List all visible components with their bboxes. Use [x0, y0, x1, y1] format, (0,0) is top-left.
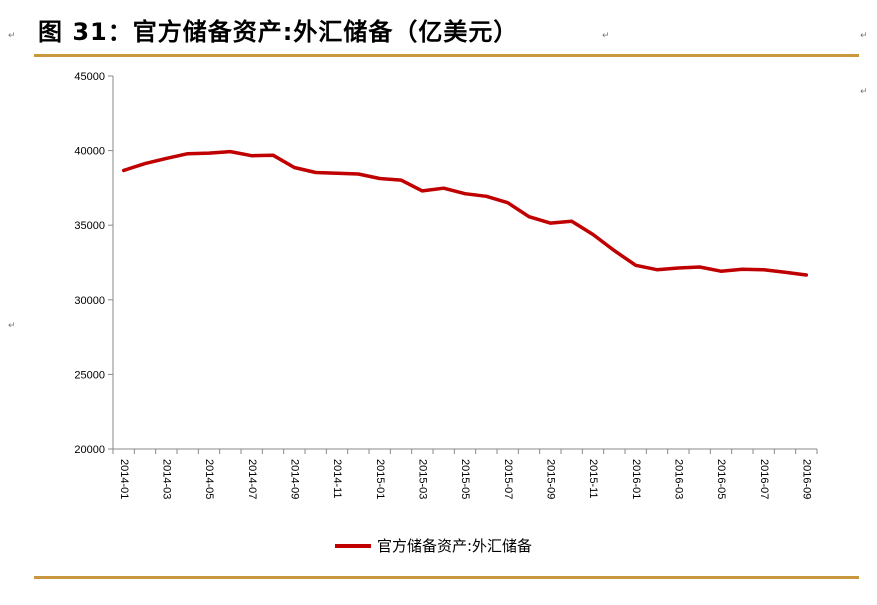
- x-tick-label: 2014-05: [203, 459, 215, 499]
- data-point: [122, 168, 126, 172]
- x-tick-label: 2014-01: [118, 459, 130, 499]
- x-tick-label: 2015-11: [587, 459, 599, 499]
- figure-title: 图 31：官方储备资产:外汇储备（亿美元）: [38, 18, 519, 46]
- data-point: [250, 154, 254, 158]
- x-tick-label: 2015-01: [374, 459, 386, 499]
- data-point: [292, 165, 296, 169]
- x-tick-label: 2016-05: [715, 459, 727, 499]
- legend: 官方储备资产:外汇储备: [335, 535, 532, 556]
- x-tick-label: 2016-07: [758, 459, 770, 499]
- data-point: [591, 232, 595, 236]
- data-point: [420, 189, 424, 193]
- y-tick-label: 35000: [74, 220, 105, 232]
- series-line-0: [121, 149, 809, 277]
- return-mark: ↵: [860, 31, 868, 41]
- data-point: [356, 172, 360, 176]
- y-tick-label: 45000: [74, 71, 105, 83]
- x-tick-label: 2014-11: [331, 459, 343, 499]
- return-mark: ↵: [602, 31, 610, 41]
- data-point: [228, 150, 232, 154]
- return-mark: ↵: [8, 31, 16, 41]
- data-point: [783, 270, 787, 274]
- data-point: [719, 269, 723, 273]
- x-tick-label: 2016-03: [672, 459, 684, 499]
- data-point: [164, 156, 168, 160]
- data-point: [399, 178, 403, 182]
- data-point: [612, 249, 616, 253]
- legend-swatch: [335, 543, 371, 548]
- data-point: [143, 162, 147, 166]
- data-point: [698, 265, 702, 269]
- data-point: [527, 215, 531, 219]
- data-point: [570, 219, 574, 223]
- top-rule: [34, 54, 859, 57]
- data-point: [271, 153, 275, 157]
- data-point: [186, 152, 190, 156]
- return-mark: ↵: [860, 87, 868, 97]
- y-tick-label: 20000: [74, 444, 105, 456]
- data-point: [634, 263, 638, 267]
- bottom-rule: [34, 576, 859, 579]
- x-tick-label: 2016-09: [800, 459, 812, 499]
- data-point: [484, 194, 488, 198]
- x-axis: 2014-01 2014-03 2014-05 2014-07 2014-09 2014-…: [112, 448, 818, 499]
- data-point: [762, 268, 766, 272]
- data-point: [335, 171, 339, 175]
- x-tick-label: 2015-05: [459, 459, 471, 499]
- legend-label: 官方储备资产:外汇储备: [377, 537, 533, 555]
- data-point: [442, 186, 446, 190]
- data-point: [378, 177, 382, 181]
- x-tick-label: 2014-07: [246, 459, 258, 499]
- data-point: [314, 171, 318, 175]
- y-tick-label: 25000: [74, 369, 105, 381]
- data-point: [548, 221, 552, 225]
- data-point: [676, 266, 680, 270]
- series-group: [121, 149, 809, 277]
- x-tick-label: 2014-03: [160, 459, 172, 499]
- x-tick-label: 2015-03: [416, 459, 428, 499]
- x-tick-label: 2016-01: [630, 459, 642, 499]
- return-mark: ↵: [8, 321, 16, 331]
- data-point: [804, 273, 808, 277]
- data-point: [655, 268, 659, 272]
- x-tick-label: 2015-07: [502, 459, 514, 499]
- x-tick-label: 2014-09: [288, 459, 300, 499]
- y-tick-label: 40000: [74, 146, 105, 158]
- data-point: [207, 151, 211, 155]
- y-axis: 45000 40000 35000 30000 25000 20000: [74, 71, 114, 456]
- x-tick-label: 2015-09: [544, 459, 556, 499]
- y-tick-label: 30000: [74, 295, 105, 307]
- data-point: [506, 201, 510, 205]
- data-point: [463, 192, 467, 196]
- data-point: [740, 267, 744, 271]
